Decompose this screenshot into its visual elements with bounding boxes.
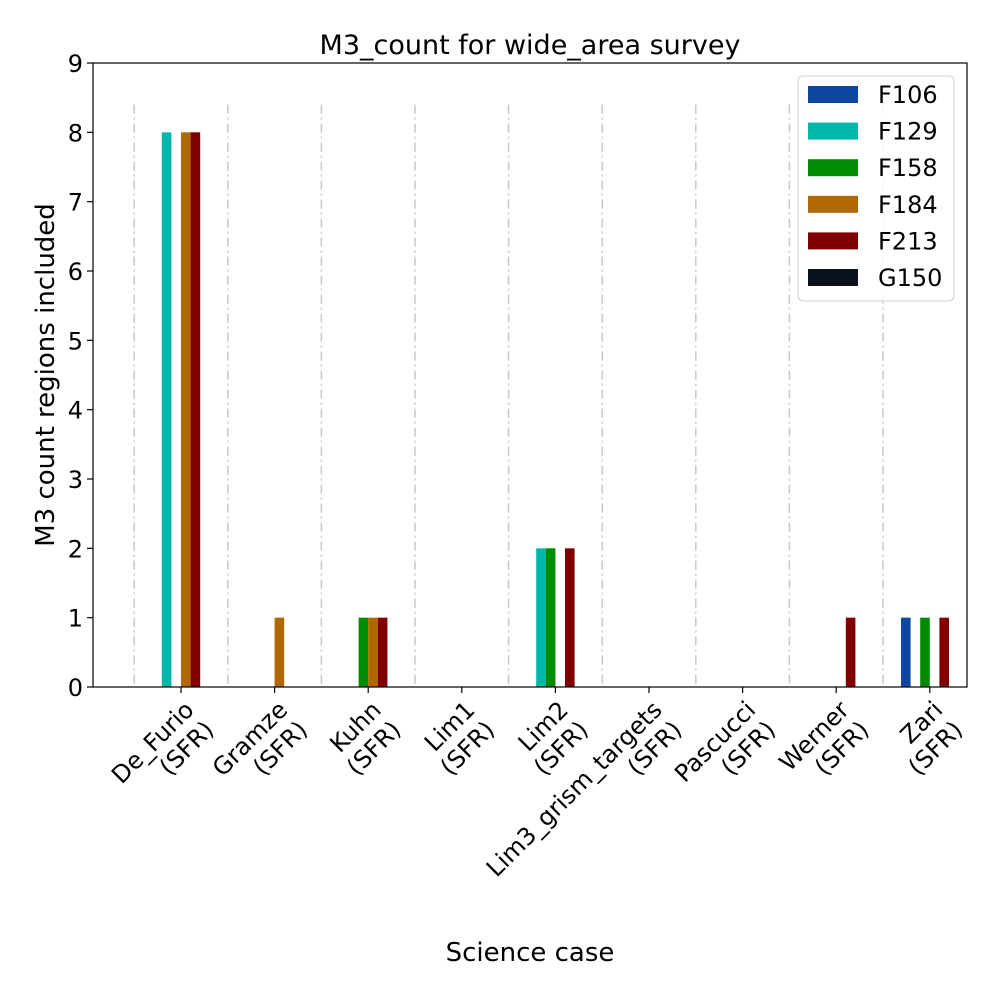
legend-swatch xyxy=(808,195,858,213)
bar xyxy=(939,617,949,687)
legend: F106 F129 F158 F184 F213 G150 xyxy=(797,75,955,302)
legend-label: F213 xyxy=(878,227,938,255)
y-tick-label: 0 xyxy=(68,674,83,702)
legend-label: F129 xyxy=(878,118,938,146)
legend-swatch xyxy=(808,269,858,286)
bar xyxy=(161,132,172,688)
legend-entries: F106 F129 F158 F184 F213 G150 xyxy=(808,81,942,292)
x-tick-label: Lim1(SFR) xyxy=(415,696,500,781)
bar xyxy=(181,132,191,688)
bar xyxy=(920,617,930,687)
x-tick-label: Werner(SFR) xyxy=(774,696,875,797)
y-tick-label: 2 xyxy=(68,535,83,563)
x-tick-label: Pascucci(SFR) xyxy=(669,696,781,808)
grid-layer xyxy=(133,104,884,687)
y-tick-label: 4 xyxy=(68,397,83,425)
legend-swatch xyxy=(808,159,858,177)
bar xyxy=(545,548,556,687)
bar xyxy=(190,132,201,688)
legend-swatch xyxy=(808,86,858,103)
y-axis: 0 1 2 3 4 5 6 7 8 9 xyxy=(68,50,93,702)
plot-frame xyxy=(92,62,968,688)
y-tick-label: 9 xyxy=(68,50,83,78)
legend-swatch xyxy=(808,122,858,140)
legend-label: F184 xyxy=(878,191,938,219)
bar xyxy=(377,617,388,687)
bar xyxy=(845,617,856,687)
bar xyxy=(368,617,378,687)
y-tick-label: 3 xyxy=(68,466,83,494)
y-tick-label: 5 xyxy=(68,327,83,355)
chart-title: M3_count for wide_area survey xyxy=(320,30,741,61)
x-tick-label: Gramze(SFR) xyxy=(207,696,313,802)
y-tick-label: 1 xyxy=(68,605,83,633)
bar xyxy=(536,548,546,687)
x-tick-label: Kuhn(SFR) xyxy=(321,696,406,781)
legend-swatch xyxy=(808,232,858,250)
legend-label: F158 xyxy=(878,154,938,182)
x-tick-label: Zari(SFR) xyxy=(883,696,968,781)
x-tick-label: De_Furio(SFR) xyxy=(106,696,219,809)
bar xyxy=(274,617,285,687)
legend-label: F106 xyxy=(878,81,938,109)
y-tick-label: 7 xyxy=(68,189,83,217)
y-axis-label: M3 count regions included xyxy=(31,203,61,547)
bar xyxy=(358,617,369,687)
legend-label: G150 xyxy=(878,264,942,292)
y-tick-label: 8 xyxy=(68,119,83,147)
x-axis: De_Furio(SFR)Gramze(SFR) Kuhn(SFR) Lim1(SF… xyxy=(106,687,968,882)
bar xyxy=(565,548,575,687)
bar xyxy=(901,617,911,687)
bar-layer xyxy=(161,132,949,688)
y-tick-label: 6 xyxy=(68,258,83,286)
x-axis-label: Science case xyxy=(446,938,615,968)
